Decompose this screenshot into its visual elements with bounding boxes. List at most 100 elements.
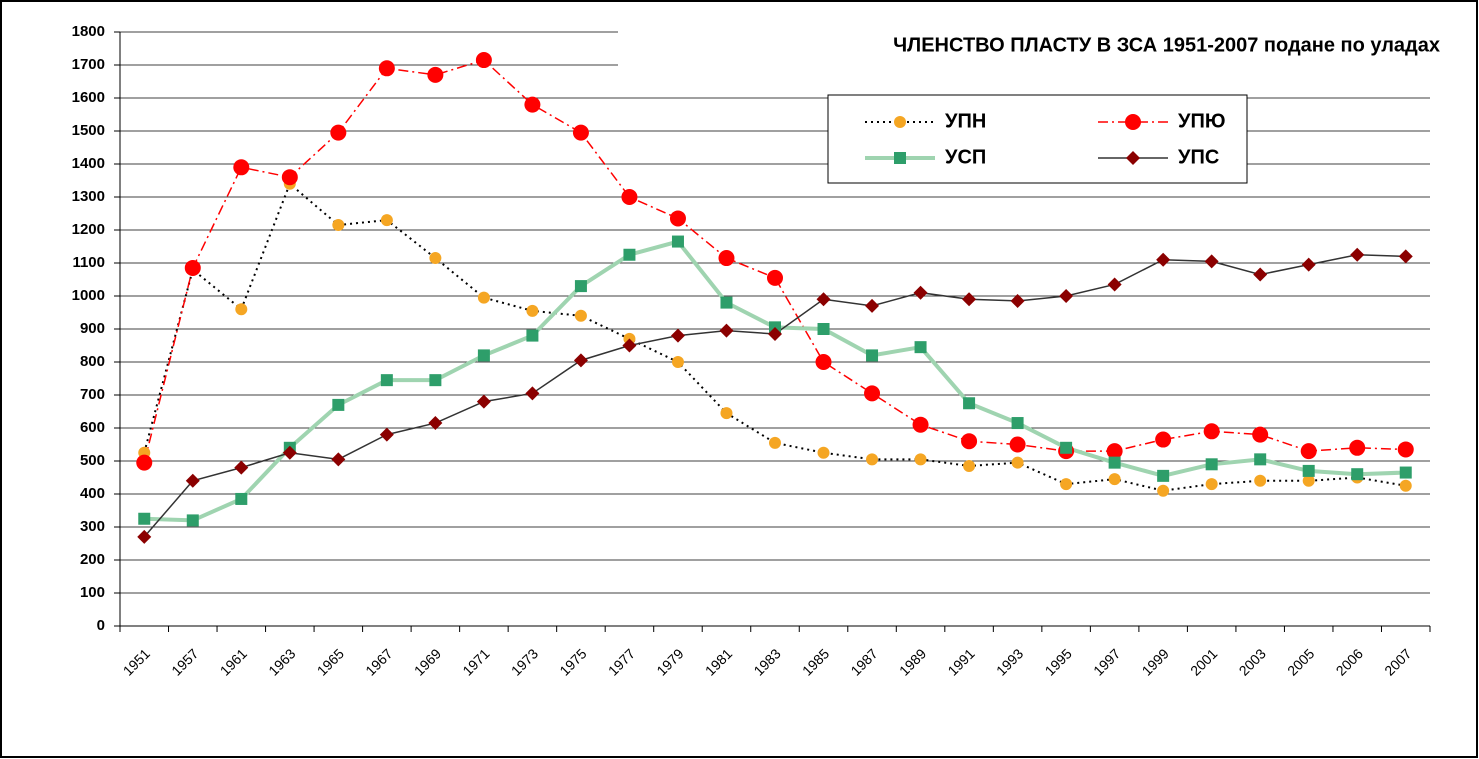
marker — [1060, 441, 1073, 454]
y-tick-label: 1600 — [72, 89, 105, 106]
marker — [1010, 293, 1025, 308]
marker — [427, 66, 444, 83]
marker — [720, 296, 733, 309]
marker — [1300, 443, 1317, 460]
marker — [670, 328, 685, 343]
legend-label: УСП — [945, 146, 986, 168]
y-tick-label: 300 — [80, 518, 105, 535]
marker — [574, 280, 587, 293]
y-tick-label: 200 — [80, 551, 105, 568]
marker — [185, 473, 200, 488]
y-tick-label: 1800 — [72, 23, 105, 40]
plot — [136, 52, 1414, 544]
marker — [1106, 443, 1123, 460]
marker — [767, 269, 783, 286]
marker — [1252, 426, 1269, 443]
marker — [1009, 436, 1026, 453]
marker — [1011, 417, 1024, 430]
marker — [1157, 469, 1170, 482]
marker — [331, 452, 346, 467]
y-tick-label: 100 — [80, 584, 105, 601]
marker — [332, 219, 345, 232]
marker — [1398, 249, 1413, 264]
marker — [1302, 464, 1315, 477]
marker — [429, 252, 442, 265]
marker — [379, 427, 394, 442]
y-tick-label: 1100 — [72, 254, 105, 271]
marker — [525, 386, 540, 401]
marker — [718, 250, 735, 267]
marker — [573, 353, 588, 368]
marker — [864, 385, 881, 402]
marker — [961, 433, 978, 450]
legend-label: УПН — [945, 110, 986, 132]
marker — [866, 453, 879, 466]
marker — [622, 338, 637, 353]
y-tick-label: 400 — [80, 485, 105, 502]
marker — [572, 124, 589, 141]
marker — [1254, 474, 1267, 487]
marker — [1156, 252, 1171, 267]
marker — [429, 374, 442, 387]
y-tick-label: 500 — [80, 452, 105, 469]
y-tick-label: 1000 — [72, 287, 105, 304]
marker — [1107, 277, 1122, 292]
y-tick-label: 1300 — [72, 188, 105, 205]
marker — [233, 159, 250, 176]
marker — [1155, 431, 1172, 448]
marker — [963, 397, 976, 410]
legend-marker — [1125, 114, 1141, 130]
marker — [1060, 478, 1073, 491]
marker — [184, 259, 201, 276]
y-tick-label: 1500 — [72, 122, 105, 139]
marker — [477, 349, 490, 362]
marker — [865, 298, 880, 313]
legend-label: УПЮ — [1178, 110, 1225, 132]
legend-marker — [894, 116, 906, 128]
marker — [1397, 441, 1414, 458]
marker — [1254, 453, 1267, 466]
marker — [769, 436, 781, 449]
y-tick-label: 900 — [80, 320, 105, 337]
marker — [281, 169, 298, 186]
marker — [476, 394, 491, 409]
y-tick-label: 1200 — [72, 221, 105, 238]
marker — [963, 459, 976, 472]
marker — [817, 323, 830, 335]
marker — [1203, 423, 1220, 440]
marker — [1351, 468, 1364, 481]
marker — [1157, 484, 1170, 497]
marker — [1108, 456, 1121, 469]
marker — [475, 52, 492, 69]
marker — [330, 124, 347, 141]
marker — [1205, 478, 1218, 491]
marker — [1301, 257, 1316, 272]
marker — [866, 349, 879, 362]
marker — [913, 285, 928, 300]
marker — [282, 445, 297, 460]
marker — [912, 416, 929, 433]
marker — [1349, 439, 1366, 456]
title-bg — [618, 22, 1448, 72]
marker — [136, 454, 153, 471]
marker — [235, 492, 248, 505]
series-line — [143, 59, 1406, 463]
chart-title: ЧЛЕНСТВО ПЛАСТУ В ЗСА 1951-2007 подане п… — [893, 34, 1440, 56]
marker — [332, 398, 345, 411]
legend-label: УПС — [1178, 146, 1219, 168]
marker — [621, 189, 638, 205]
series-line — [143, 182, 1406, 492]
marker — [235, 303, 248, 316]
marker — [623, 248, 636, 261]
marker — [378, 60, 395, 77]
marker — [526, 304, 539, 317]
y-tick-label: 700 — [80, 386, 105, 403]
legend: УПН УПЮ УСП УПС — [865, 110, 1225, 168]
marker — [234, 460, 249, 475]
legend-box — [827, 94, 1248, 184]
legend-marker — [1126, 151, 1140, 165]
marker — [1302, 474, 1315, 487]
marker — [962, 292, 977, 307]
